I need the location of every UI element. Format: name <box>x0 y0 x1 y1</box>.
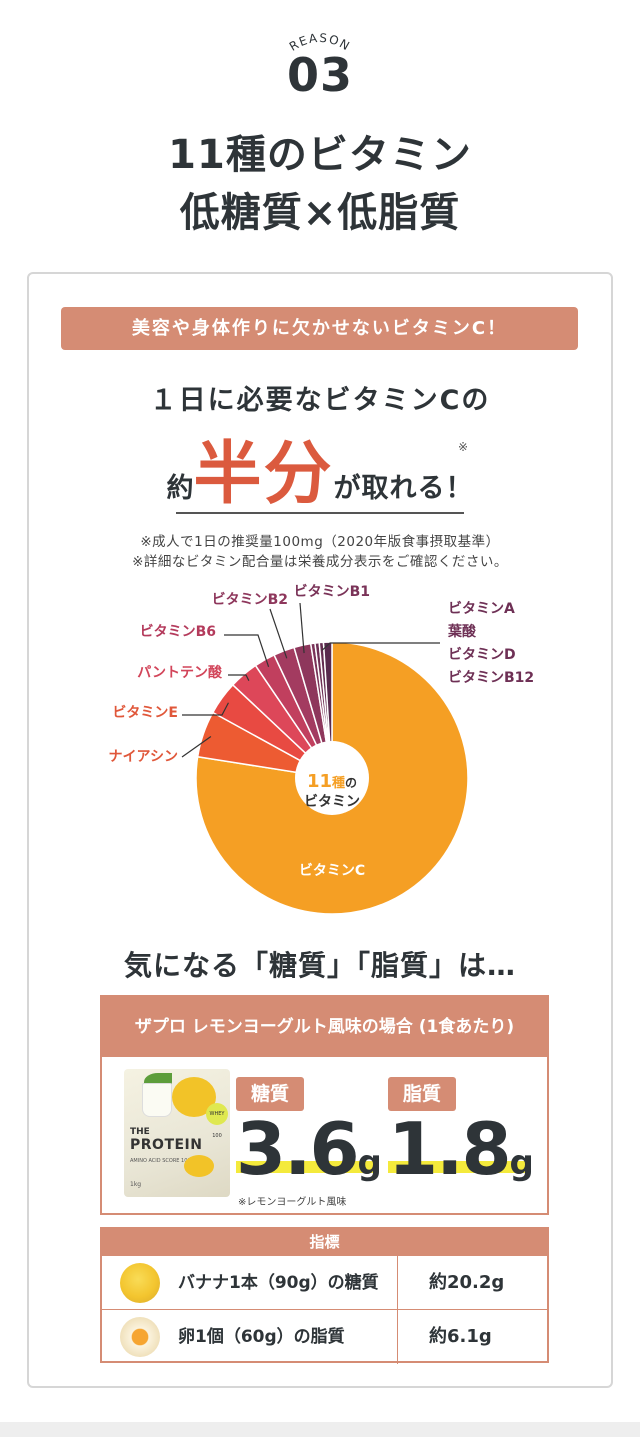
pie-label: パントテン酸 <box>137 664 223 681</box>
pie-center-text: ビタミン <box>304 794 360 810</box>
flavor-note: ※レモンヨーグルト風味 <box>238 1197 347 1208</box>
leader-line <box>269 608 288 659</box>
row-value: 約6.1g <box>429 1326 492 1347</box>
footnote-mark: ※ <box>458 440 469 454</box>
half-suffix: が取れる！ <box>333 473 474 504</box>
pie-center-unit: 種 <box>332 775 345 791</box>
lemon-slice-icon <box>184 1155 214 1177</box>
headline-line2: 低糖質×低脂質 <box>179 190 461 236</box>
row-label: 卵1個（60g）の脂質 <box>178 1327 345 1347</box>
row-separator <box>397 1310 398 1364</box>
leader-line <box>299 602 305 654</box>
product-weight: 1kg <box>130 1181 142 1188</box>
half-emphasis: 半分 <box>193 435 334 514</box>
pie-center-number: 11 <box>307 771 332 792</box>
product-sub: AMINO ACID SCORE 100 <box>130 1158 191 1164</box>
pie-label: ビタミンB2 <box>212 592 288 608</box>
glass-icon <box>142 1083 172 1117</box>
pie-center-no: の <box>345 776 357 790</box>
fat-value: 1.8g <box>388 1107 534 1191</box>
reason-label: REASON <box>287 31 352 54</box>
fat-highlight <box>388 1161 530 1173</box>
daily-need-line: １日に必要なビタミンCの <box>149 385 491 416</box>
headline-line1: 11種のビタミン <box>168 132 472 178</box>
half-amount-row: 約半分が取れる！ <box>0 418 640 514</box>
leader-line <box>224 634 270 668</box>
nutrition-box-title: ザプロ レモンヨーグルト風味の場合 (1食あたり) <box>102 997 547 1057</box>
product-the: THE <box>130 1127 150 1137</box>
egg-icon <box>120 1317 160 1357</box>
leader-line <box>182 702 229 716</box>
concern-title: 気になる「糖質」「脂質」は… <box>123 949 516 982</box>
index-table: 指標 バナナ1本（90g）の糖質 約20.2g 卵1個（60g）の脂質 約6.1… <box>100 1227 549 1364</box>
pie-center-count: 11種の <box>307 771 357 792</box>
leader-line <box>181 736 212 758</box>
row-label: バナナ1本（90g）の糖質 <box>178 1273 379 1293</box>
banana-icon <box>120 1263 160 1303</box>
product-name: PROTEIN <box>130 1137 203 1153</box>
note-recommended: ※成人で1日の推奨量100mg（2020年版食事摂取基準） <box>140 534 500 550</box>
pie-label: ビタミンA <box>448 601 515 617</box>
product-image: WHEY 100 THE PROTEIN AMINO ACID SCORE 10… <box>124 1069 230 1197</box>
fat-tag: 脂質 <box>388 1077 456 1111</box>
leader-line <box>228 674 250 681</box>
row-value: 約20.2g <box>429 1272 505 1293</box>
table-row: 卵1個（60g）の脂質 約6.1g <box>102 1309 547 1364</box>
sugar-tag: 糖質 <box>236 1077 304 1111</box>
whey-badge: WHEY 100 <box>206 1103 228 1139</box>
leader-line <box>321 642 440 651</box>
index-table-header: 指標 <box>102 1229 547 1255</box>
divider <box>176 512 464 514</box>
pie-label: ビタミンB12 <box>448 670 534 686</box>
pie-label: 葉酸 <box>447 623 477 640</box>
pie-label: ビタミンB6 <box>140 624 216 640</box>
vitamin-banner: 美容や身体作りに欠かせないビタミンC！ <box>61 307 578 350</box>
pie-label: ナイアシン <box>109 749 178 765</box>
note-details: ※詳細なビタミン配合量は栄養成分表示をご確認ください。 <box>132 554 508 570</box>
half-prefix: 約 <box>166 473 194 504</box>
pie-label: ビタミンD <box>448 647 516 663</box>
row-separator <box>397 1256 398 1310</box>
pie-label: ビタミンC <box>299 863 365 879</box>
reason-number: 03 <box>286 48 353 102</box>
pie-label: ビタミンE <box>112 705 178 721</box>
pie-center-hole <box>295 741 369 815</box>
sugar-value: 3.6g <box>236 1107 382 1191</box>
footer-band <box>0 1422 640 1437</box>
pie-label: ビタミンB1 <box>294 584 370 600</box>
table-row: バナナ1本（90g）の糖質 約20.2g <box>102 1255 547 1310</box>
nutrition-box: ザプロ レモンヨーグルト風味の場合 (1食あたり) WHEY 100 THE P… <box>100 995 549 1215</box>
pie-slice <box>195 641 469 915</box>
sugar-highlight <box>236 1161 378 1173</box>
